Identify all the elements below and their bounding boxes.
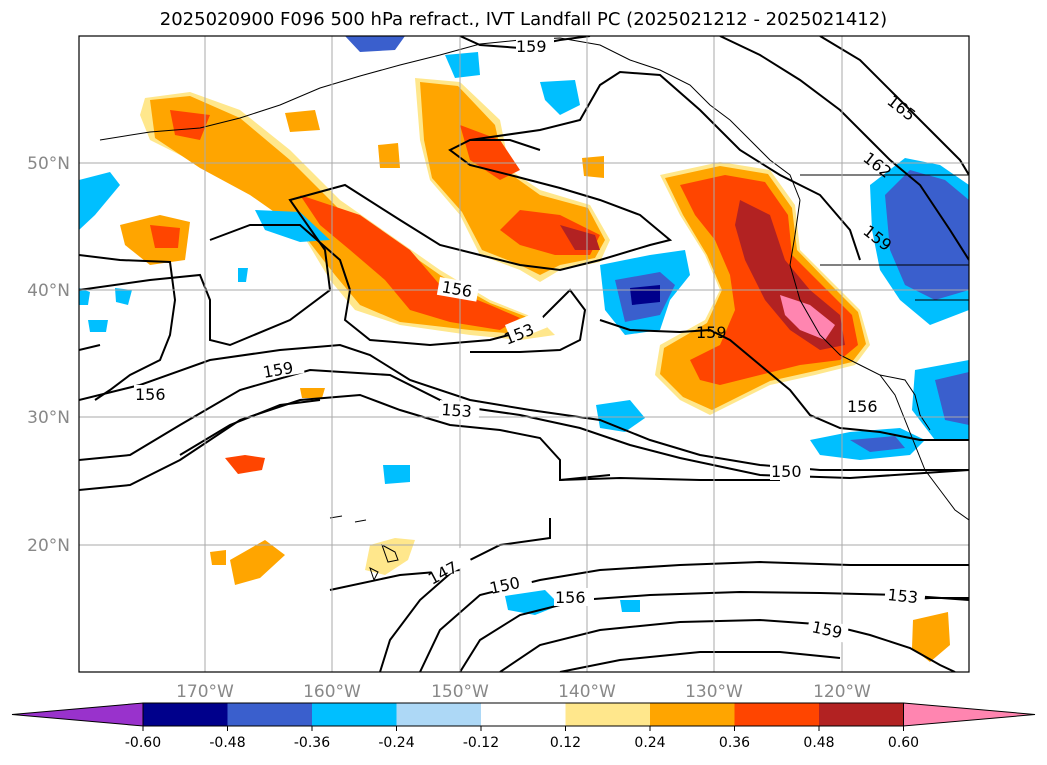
negative-anomaly-area xyxy=(850,436,905,452)
colorbar-tick-label: -0.24 xyxy=(378,735,414,751)
negative-anomaly-area xyxy=(630,285,660,305)
negative-anomaly-area xyxy=(445,52,480,78)
colorbar-tick-label: 0.60 xyxy=(888,735,919,751)
contour-label: 150 xyxy=(488,573,522,598)
colorbar-tick-label: 0.48 xyxy=(803,735,834,751)
contour-label: 156 xyxy=(135,385,166,404)
colorbar-cell xyxy=(734,703,819,726)
colorbar-tick-label: -0.12 xyxy=(463,735,499,751)
lon-label: 140°W xyxy=(558,682,616,702)
colorbar-tick-label: 0.24 xyxy=(634,735,665,751)
negative-anomaly-area xyxy=(345,36,405,52)
contour-label: 156 xyxy=(555,588,586,607)
lat-label: 40°N xyxy=(27,281,70,301)
positive-anomaly-area xyxy=(150,225,180,248)
height-contours xyxy=(79,36,969,672)
colorbar: -0.60 -0.48 -0.36 -0.24 -0.12 0.12 0.24 0.36 0.4… xyxy=(11,702,1036,751)
colorbar-tick-label: 0.12 xyxy=(550,735,581,751)
map-frame xyxy=(78,35,970,673)
lon-label: 170°W xyxy=(176,682,234,702)
contour-label: 159 xyxy=(516,37,547,56)
lon-label: 150°W xyxy=(431,682,489,702)
positive-anomaly-area xyxy=(560,225,600,250)
lat-label: 30°N xyxy=(27,408,70,428)
colorbar-cell xyxy=(227,703,312,726)
positive-anomaly-area xyxy=(780,295,835,340)
baja-coast xyxy=(879,374,931,431)
contour-label: 159 xyxy=(810,617,844,642)
lat-label: 20°N xyxy=(27,536,70,556)
colorbar-tick-label: -0.60 xyxy=(125,735,161,751)
canada-border xyxy=(800,174,969,301)
lon-label: 120°W xyxy=(813,682,871,702)
lon-label: 160°W xyxy=(303,682,361,702)
colorbar-tick-label: -0.48 xyxy=(209,735,245,751)
colorbar-cell xyxy=(481,703,566,726)
positive-anomaly-area xyxy=(285,110,320,132)
contour-label: 159 xyxy=(261,358,294,382)
colorbar-extend-high xyxy=(903,702,1036,727)
colorbar-cell xyxy=(650,703,735,726)
contour-label: 153 xyxy=(441,400,473,421)
negative-anomaly-area xyxy=(540,80,580,115)
contour-label: 153 xyxy=(887,585,919,607)
lon-label: 130°W xyxy=(685,682,743,702)
colorbar-cell xyxy=(396,703,481,726)
positive-anomaly-area xyxy=(225,455,265,474)
hawaii-islands xyxy=(329,515,399,582)
contour-label: 150 xyxy=(771,462,802,481)
refractivity-shading xyxy=(79,36,969,662)
contour-label: 165 xyxy=(884,91,920,125)
positive-anomaly-area xyxy=(210,540,285,585)
latitude-labels: 50°N 40°N 30°N 20°N xyxy=(27,154,70,556)
colorbar-cell xyxy=(143,703,228,726)
colorbar-cell xyxy=(312,703,397,726)
colorbar-tick-label: 0.36 xyxy=(719,735,750,751)
negative-anomaly-area xyxy=(79,268,640,612)
negative-anomaly-area xyxy=(935,372,969,425)
contour-label: 156 xyxy=(847,397,878,416)
colorbar-cell xyxy=(565,703,650,726)
negative-anomaly-area xyxy=(79,172,120,230)
colorbar-outline xyxy=(142,702,904,727)
chart-title: 2025020900 F096 500 hPa refract., IVT La… xyxy=(159,9,888,30)
colorbar-cell xyxy=(819,703,904,726)
positive-anomaly-area xyxy=(460,125,600,255)
colorbar-extend-low xyxy=(11,702,144,727)
negative-anomaly-area xyxy=(885,170,969,300)
coastlines xyxy=(99,37,969,582)
positive-anomaly-area xyxy=(378,143,400,168)
positive-anomaly-area xyxy=(582,156,604,178)
lat-label: 50°N xyxy=(27,154,70,174)
contour-label: 159 xyxy=(696,323,727,342)
positive-anomaly-area xyxy=(365,538,415,575)
longitude-labels: 170°W 160°W 150°W 140°W 130°W 120°W xyxy=(176,682,871,702)
colorbar-tick-label: -0.36 xyxy=(294,735,330,751)
positive-anomaly-area xyxy=(170,110,520,330)
